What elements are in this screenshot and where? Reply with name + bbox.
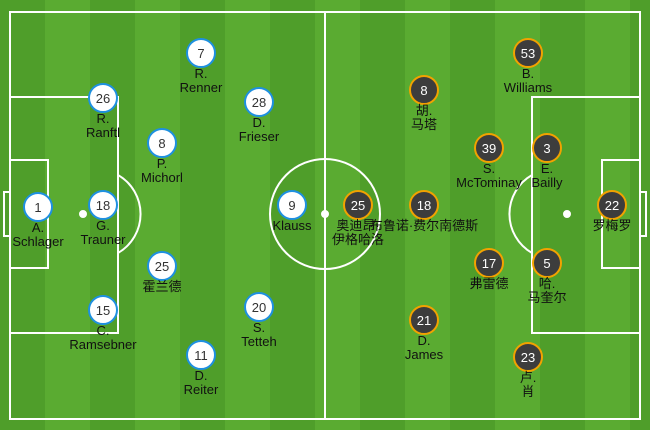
player-name-line2: Bailly	[531, 175, 563, 190]
player-name-line1: D.	[417, 333, 431, 348]
player-name-line1: R.	[194, 66, 208, 81]
player-number-badge: 26	[88, 83, 118, 113]
player-number-badge: 18	[409, 190, 439, 220]
player-name-line1: S.	[252, 320, 266, 335]
player-name-line2: Ranftl	[86, 125, 120, 140]
player-number-badge: 8	[147, 128, 177, 158]
player-name-line1: 奥迪昂·	[336, 218, 380, 233]
player-name-line1: 霍兰德	[142, 279, 182, 294]
player-name-line2: 马塔	[410, 117, 437, 132]
player-name-line1: D.	[194, 368, 208, 383]
player-name-line2: McTominay	[456, 175, 522, 190]
player-name: B. Williams	[448, 67, 608, 95]
player-name: R. Renner	[121, 67, 281, 95]
player-number-badge: 15	[88, 295, 118, 325]
player-name-line1: P.	[156, 156, 168, 171]
player-name: S. Tetteh	[179, 321, 339, 349]
player-number-badge: 28	[244, 87, 274, 117]
player-name-line1: 哈.	[538, 276, 556, 291]
player-name-line2: 马奎尔	[527, 290, 567, 305]
player-name: G. Trauner	[23, 219, 183, 247]
player-number-badge: 53	[513, 38, 543, 68]
player-number-badge: 7	[186, 38, 216, 68]
player-name: 奥迪昂· 伊格哈洛	[278, 219, 438, 247]
player-name-line1: 胡.	[415, 103, 433, 118]
player-name: 布鲁诺·费尔南德斯	[344, 219, 504, 233]
player-number-badge: 17	[474, 248, 504, 278]
player-name-line1: R.	[96, 111, 110, 126]
player-name-line1: E.	[540, 161, 554, 176]
player-number-badge: 39	[474, 133, 504, 163]
player-name: 胡. 马塔	[344, 104, 504, 132]
player-name-line1: 卢.	[519, 370, 537, 385]
player-name-line2: 肖	[521, 384, 535, 399]
player-name-line2: Frieser	[238, 129, 280, 144]
player-name-line2: Williams	[503, 80, 553, 95]
player-name-line2: Reiter	[183, 382, 219, 397]
player-name-line2: Trauner	[80, 232, 126, 247]
player-number-badge: 25	[343, 190, 373, 220]
player-number-badge: 18	[88, 190, 118, 220]
player-number-badge: 21	[409, 305, 439, 335]
player-name-line2: Tetteh	[241, 334, 277, 349]
player-number-badge: 20	[244, 292, 274, 322]
player-name: R. Ranftl	[23, 112, 183, 140]
player-name: 卢. 肖	[448, 371, 608, 399]
player-name-line1: 弗雷德	[469, 276, 509, 291]
player-name: 哈. 马奎尔	[467, 277, 627, 305]
player-name: Klauss	[212, 219, 372, 233]
player-name-line1: D.	[252, 115, 266, 130]
player-name: C. Ramsebner	[23, 324, 183, 352]
player-name: P. Michorl	[82, 157, 242, 185]
player-name: 罗梅罗	[532, 219, 650, 233]
player-name-line1: B.	[521, 66, 535, 81]
player-name-line2: Ramsebner	[69, 337, 137, 352]
player-name-line2: Michorl	[141, 170, 183, 185]
player-name: A. Schlager	[0, 221, 118, 249]
player-number-badge: 1	[23, 192, 53, 222]
player-name-line2: Renner	[179, 80, 223, 95]
player-name-line1: 罗梅罗	[592, 218, 632, 233]
player-name: D. Reiter	[121, 369, 281, 397]
player-number-badge: 23	[513, 342, 543, 372]
player-number-badge: 8	[409, 75, 439, 105]
player-name-line1: G.	[96, 218, 110, 233]
player-number-badge: 11	[186, 340, 216, 370]
player-number-badge: 22	[597, 190, 627, 220]
player-name-line2: Schlager	[12, 234, 64, 249]
player-name-line2: 伊格哈洛	[331, 232, 384, 247]
player-name: E. Bailly	[467, 162, 627, 190]
player-name: D. Frieser	[179, 116, 339, 144]
player-name: 弗雷德	[409, 277, 569, 291]
player-number-badge: 25	[147, 251, 177, 281]
player-name-line1: S.	[482, 161, 496, 176]
player-number-badge: 5	[532, 248, 562, 278]
player-name-line1: Klauss	[272, 218, 312, 233]
player-number-badge: 3	[532, 133, 562, 163]
player-name: D. James	[344, 334, 504, 362]
player-number-badge: 9	[277, 190, 307, 220]
player-name-line2: James	[404, 347, 444, 362]
player-name-line1: A.	[31, 220, 45, 235]
player-name-line1: 布鲁诺·费尔南德斯	[369, 218, 479, 233]
player-name: 霍兰德	[82, 280, 242, 294]
player-name: S. McTominay	[409, 162, 569, 190]
player-name-line1: C.	[96, 323, 110, 338]
